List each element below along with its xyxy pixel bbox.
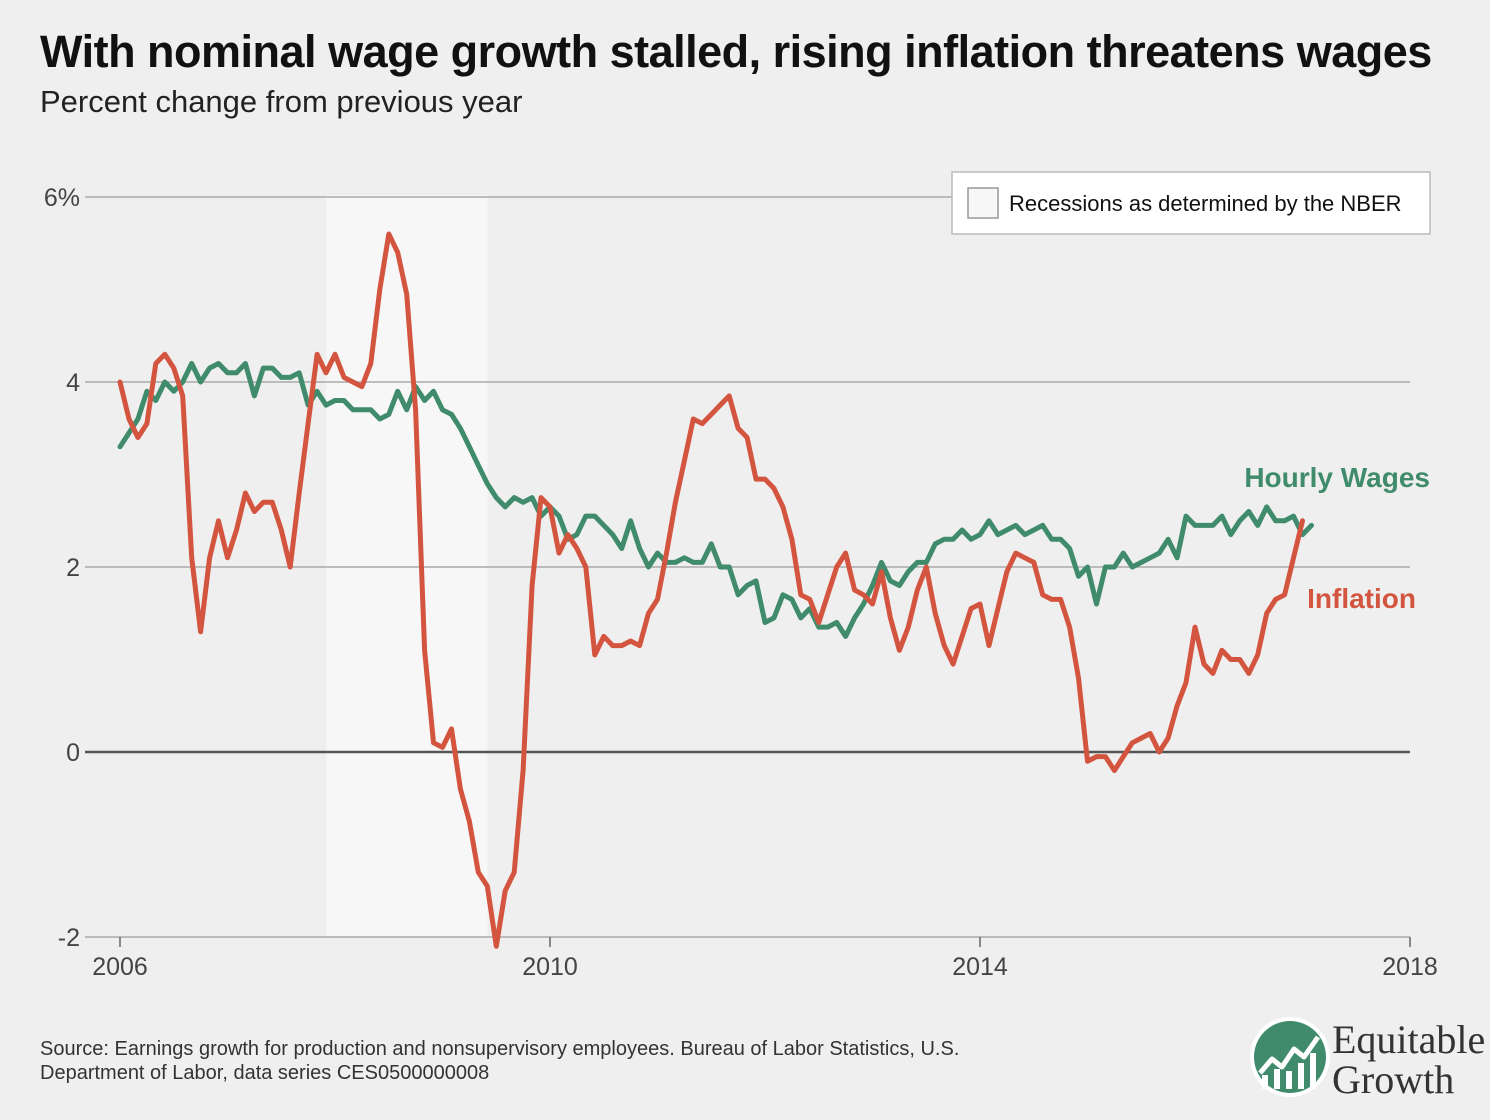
x-tick-label: 2006 xyxy=(92,953,148,981)
logo-line-1: Equitable xyxy=(1332,1017,1486,1062)
line-chart: -2 0 2 4 6% 2006 2010 2014 2018 Hourly Wages Infl… xyxy=(44,171,1438,981)
series-lines xyxy=(117,231,1314,949)
x-tick-label: 2010 xyxy=(522,953,578,981)
legend-label: Recessions as determined by the NBER xyxy=(1009,191,1402,216)
x-tick-label: 2018 xyxy=(1382,953,1438,981)
page-title: With nominal wage growth stalled, rising… xyxy=(40,26,1432,77)
logo-line-2: Growth xyxy=(1332,1057,1455,1102)
legend-recession-swatch xyxy=(967,187,999,219)
series-line-inflation xyxy=(117,231,1305,949)
series-line-hourly-wages xyxy=(117,361,1314,639)
equitable-growth-logo-icon xyxy=(1250,1017,1330,1097)
y-tick-label: -2 xyxy=(58,924,80,952)
y-tick-label: 0 xyxy=(66,739,80,767)
series-label-hourly-wages: Hourly Wages xyxy=(1244,462,1430,493)
y-tick-label: 6% xyxy=(44,184,80,212)
source-line-2: Department of Labor, data series CES0500… xyxy=(40,1062,490,1084)
x-tick-label: 2014 xyxy=(952,953,1008,981)
y-tick-label: 2 xyxy=(66,554,80,582)
source-note: Source: Earnings growth for production a… xyxy=(40,1037,1120,1085)
y-tick-label: 4 xyxy=(66,369,80,397)
logo-wordmark: Equitable Growth xyxy=(1332,1020,1485,1100)
legend: Recessions as determined by the NBER xyxy=(951,171,1431,235)
page-subtitle: Percent change from previous year xyxy=(40,84,523,119)
labels: Hourly Wages Inflation xyxy=(1244,462,1430,614)
gridlines: -2 0 2 4 6% 2006 2010 2014 2018 xyxy=(44,184,1438,981)
series-label-inflation: Inflation xyxy=(1307,583,1416,614)
source-line-1: Source: Earnings growth for production a… xyxy=(40,1038,960,1060)
legend-box xyxy=(951,171,1431,235)
